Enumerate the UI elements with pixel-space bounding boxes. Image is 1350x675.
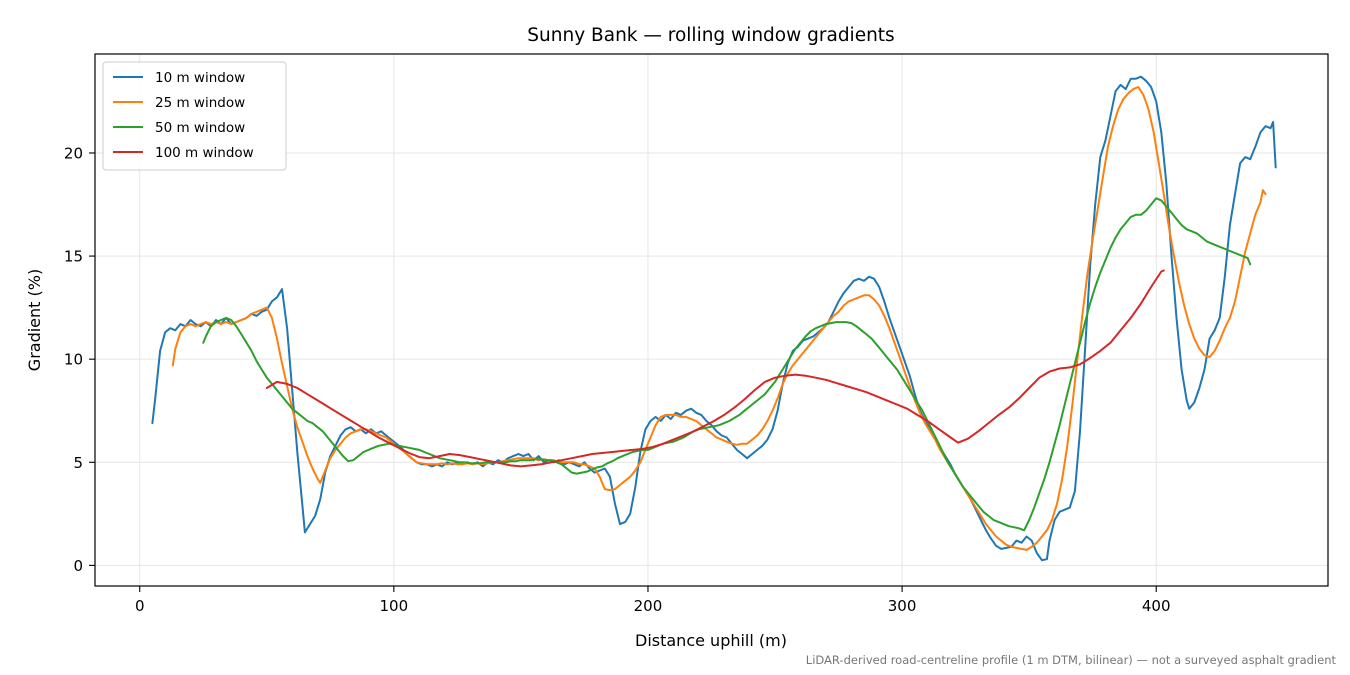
- y-tick-label-0: 0: [73, 557, 83, 575]
- legend-label-1: 10 m window: [155, 70, 245, 86]
- y-axis-label: Gradient (%): [25, 269, 44, 371]
- x-tick-label-1: 100: [380, 597, 409, 615]
- x-tick-label-3: 300: [888, 597, 917, 615]
- x-axis: 0 100 200 300 400: [135, 586, 1171, 615]
- y-tick-label-4: 20: [64, 144, 83, 162]
- grid: [95, 54, 1328, 586]
- chart-title: Sunny Bank — rolling window gradients: [527, 25, 894, 46]
- series-line-4: [265, 269, 1165, 468]
- series-line-1: [151, 75, 1277, 562]
- series-line-2: [171, 86, 1267, 551]
- y-tick-label-3: 15: [64, 248, 83, 266]
- series-lines: [151, 75, 1277, 562]
- series-line-3: [202, 197, 1252, 532]
- legend-label-4: 100 m window: [155, 145, 254, 161]
- x-tick-label-4: 400: [1142, 597, 1171, 615]
- legend-label-3: 50 m window: [155, 120, 245, 136]
- legend-label-2: 25 m window: [155, 95, 245, 111]
- y-tick-label-1: 5: [73, 454, 83, 472]
- data-source-note: LiDAR-derived road-centreline profile (1…: [806, 653, 1337, 667]
- y-axis: 0 5 10 15 20: [64, 144, 95, 575]
- y-tick-label-2: 10: [64, 351, 83, 369]
- x-tick-label-2: 200: [634, 597, 663, 615]
- legend-box: [102, 61, 287, 171]
- plot-frame: [94, 53, 1329, 587]
- x-tick-label-0: 0: [135, 597, 145, 615]
- x-axis-label: Distance uphill (m): [635, 631, 787, 650]
- legend: 10 m window 25 m window 50 m window 100 m w…: [102, 61, 287, 171]
